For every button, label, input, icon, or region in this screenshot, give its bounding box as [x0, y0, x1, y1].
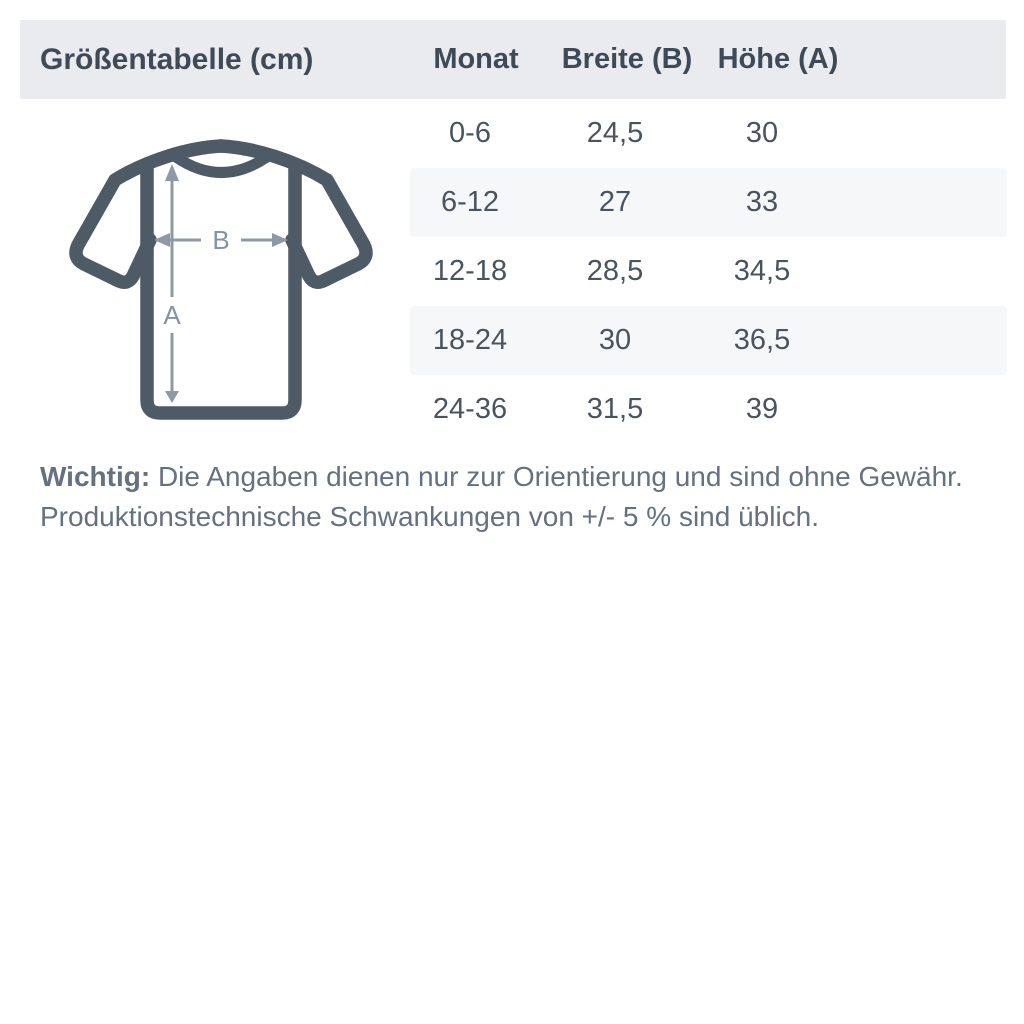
table-header: Größentabelle (cm) Monat Breite (B) Höhe… [20, 20, 1006, 99]
cell-hoehe: 34,5 [733, 255, 791, 287]
cell-monat: 12-18 [432, 255, 508, 287]
cell-breite: 31,5 [586, 393, 644, 425]
height-arrowhead-up [165, 164, 179, 181]
note-text-1: Die Angaben dienen nur zur Orientierung … [157, 461, 963, 492]
tshirt-outline [69, 139, 373, 420]
cell-breite: 30 [598, 324, 632, 356]
size-chart-title: Größentabelle (cm) [40, 43, 314, 76]
table-row-18-24: 18-24 30 36,5 [410, 306, 1007, 375]
cell-hoehe: 36,5 [733, 324, 791, 356]
cell-hoehe: 39 [745, 393, 779, 425]
note-line-2: Produktionstechnische Schwankungen von +… [40, 501, 820, 532]
cell-hoehe: 30 [745, 117, 779, 149]
height-arrowhead-down [165, 391, 179, 403]
tshirt-torso [140, 162, 302, 420]
table-row-24-36: 24-36 31,5 39 [410, 375, 1007, 444]
measurement-arrows [154, 164, 288, 403]
note-label: Wichtig: [40, 461, 151, 492]
cell-monat: 24-36 [432, 393, 508, 425]
size-table-body: 0-6 24,5 30 6-12 27 33 12-18 28,5 34,5 1… [410, 99, 1007, 444]
cell-monat: 6-12 [440, 186, 500, 218]
table-row-0-6: 0-6 24,5 30 [410, 99, 1007, 168]
height-label: A [163, 300, 181, 330]
cell-breite: 24,5 [586, 117, 644, 149]
width-label: B [212, 225, 229, 255]
note-line-1: Wichtig: Die Angaben dienen nur zur Orie… [40, 457, 963, 497]
cell-breite: 27 [598, 186, 632, 218]
cell-breite: 28,5 [586, 255, 644, 287]
tshirt-diagram: B A [69, 139, 373, 420]
column-header-hoehe: Höhe (A) [717, 43, 839, 75]
width-arrowhead-right [272, 233, 288, 247]
width-arrowhead-left [154, 233, 170, 247]
cell-monat: 18-24 [432, 324, 508, 356]
tshirt-neckline [170, 151, 273, 178]
column-header-monat: Monat [433, 43, 519, 75]
table-row-12-18: 12-18 28,5 34,5 [410, 237, 1007, 306]
column-header-breite: Breite (B) [561, 43, 693, 75]
cell-hoehe: 33 [745, 186, 779, 218]
table-row-6-12: 6-12 27 33 [410, 168, 1007, 237]
cell-monat: 0-6 [449, 117, 491, 149]
disclaimer-note: Wichtig: Die Angaben dienen nur zur Orie… [40, 457, 963, 537]
